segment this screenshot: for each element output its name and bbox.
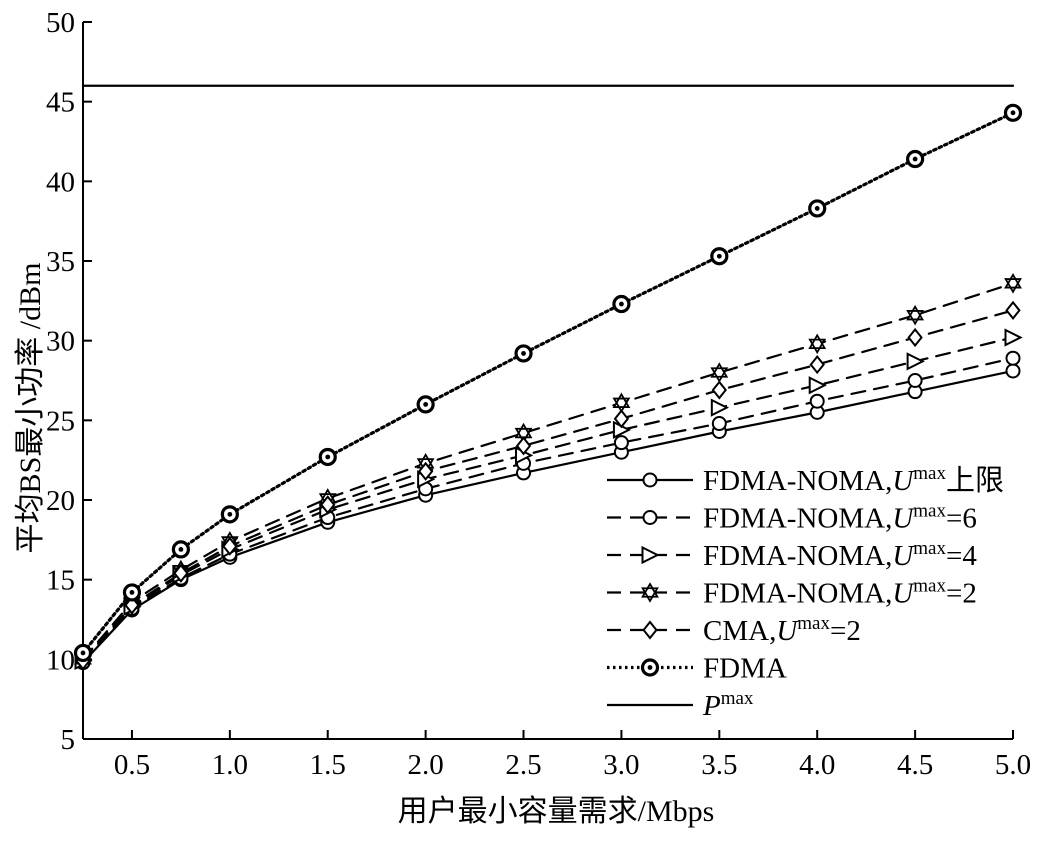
legend-label: FDMA-NOMA,Umax=6 bbox=[703, 501, 977, 535]
legend-item: FDMA bbox=[607, 653, 787, 685]
y-tick-label: 15 bbox=[46, 565, 75, 597]
x-tick-label: 4.0 bbox=[799, 749, 835, 781]
data-point bbox=[1005, 300, 1021, 320]
y-tick-label: 40 bbox=[46, 166, 75, 198]
legend-marker bbox=[640, 658, 660, 677]
y-tick-label: 30 bbox=[46, 326, 75, 358]
y-tick-label: 5 bbox=[61, 724, 76, 756]
legend-label: FDMA-NOMA,Umax上限 bbox=[703, 463, 1004, 497]
data-point bbox=[809, 354, 825, 375]
data-point bbox=[711, 380, 727, 400]
x-axis-label: 用户最小容量需求/Mbps bbox=[398, 795, 715, 828]
data-point bbox=[808, 376, 827, 395]
data-point bbox=[906, 304, 925, 326]
data-point bbox=[907, 373, 923, 388]
data-point bbox=[809, 393, 825, 409]
data-point bbox=[907, 327, 923, 348]
data-point bbox=[710, 398, 730, 417]
x-tick-label: 2.0 bbox=[408, 749, 444, 781]
y-tick-label: 50 bbox=[46, 7, 75, 39]
data-point bbox=[122, 583, 142, 602]
data-point bbox=[1005, 350, 1021, 366]
data-point bbox=[808, 333, 827, 355]
x-tick-label: 2.5 bbox=[505, 749, 541, 781]
legend-marker bbox=[642, 620, 658, 640]
data-point bbox=[320, 495, 336, 515]
legend-marker bbox=[642, 510, 658, 525]
y-tick-label: 25 bbox=[46, 405, 75, 437]
data-point bbox=[906, 149, 925, 169]
data-point bbox=[171, 540, 190, 559]
series-line bbox=[81, 369, 1015, 664]
legend-item: Pmax bbox=[607, 688, 754, 722]
legend-item: FDMA-NOMA,Umax=4 bbox=[607, 538, 977, 572]
legend-item: CMA,Umax=2 bbox=[607, 613, 861, 647]
series-line bbox=[81, 282, 1015, 661]
data-point bbox=[613, 409, 630, 429]
data-point bbox=[515, 436, 532, 456]
data-point bbox=[514, 344, 533, 363]
legend-item: FDMA-NOMA,Umax=2 bbox=[607, 576, 977, 610]
series-2 bbox=[74, 328, 1023, 671]
legend-marker bbox=[641, 582, 659, 603]
y-tick-label: 45 bbox=[46, 87, 75, 119]
data-point bbox=[222, 536, 238, 556]
x-tick-label: 3.0 bbox=[603, 749, 639, 781]
legend-item: FDMA-NOMA,Umax上限 bbox=[607, 463, 1004, 497]
data-point bbox=[1004, 328, 1023, 347]
x-tick-label: 4.5 bbox=[897, 749, 933, 781]
legend-label: FDMA-NOMA,Umax=2 bbox=[703, 576, 977, 610]
data-point bbox=[220, 505, 239, 524]
data-point bbox=[124, 595, 140, 615]
y-tick-label: 10 bbox=[46, 644, 75, 676]
data-point bbox=[1003, 103, 1023, 122]
series-layer bbox=[73, 84, 1023, 671]
data-point bbox=[906, 352, 925, 371]
legend-marker bbox=[642, 472, 658, 488]
x-tick-label: 0.5 bbox=[114, 749, 150, 781]
data-point bbox=[613, 435, 629, 451]
data-point bbox=[416, 395, 435, 414]
series-4 bbox=[75, 300, 1021, 671]
legend-item: FDMA-NOMA,Umax=6 bbox=[607, 501, 977, 535]
series-line bbox=[81, 309, 1015, 663]
data-point bbox=[612, 294, 631, 314]
legend-label: FDMA-NOMA,Umax=4 bbox=[703, 538, 977, 572]
data-point bbox=[710, 362, 729, 383]
data-point bbox=[710, 247, 729, 266]
series-line bbox=[81, 336, 1015, 663]
x-tick-label: 5.0 bbox=[995, 749, 1031, 781]
legend-marker bbox=[641, 545, 660, 565]
x-tick-label: 3.5 bbox=[701, 749, 737, 781]
data-point bbox=[73, 643, 93, 663]
data-point bbox=[1004, 273, 1022, 294]
data-point bbox=[417, 461, 434, 481]
series-5 bbox=[73, 103, 1023, 663]
y-tick-label: 35 bbox=[46, 246, 75, 278]
data-point bbox=[711, 416, 727, 432]
data-point bbox=[808, 199, 827, 218]
axes: 5 10 15 20 25 30 35 40 45 50 0.5 1.0 1.5 2.0 2.5 3.0 3.5… bbox=[46, 7, 1031, 781]
y-axis-label: 平均BS最小功率 /dBm bbox=[14, 263, 47, 554]
data-point bbox=[173, 563, 189, 583]
legend-label: FDMA bbox=[703, 653, 787, 685]
legend: FDMA-NOMA,Umax上限FDMA-NOMA,Umax=6FDMA-NOM… bbox=[607, 463, 1004, 722]
y-tick-label: 20 bbox=[46, 485, 75, 517]
x-tick-label: 1.0 bbox=[212, 749, 248, 781]
data-point bbox=[318, 447, 337, 467]
legend-label: CMA,Umax=2 bbox=[703, 613, 861, 647]
series-line bbox=[81, 111, 1015, 655]
x-tick-label: 1.5 bbox=[310, 749, 346, 781]
data-point bbox=[612, 392, 631, 414]
legend-label: Pmax bbox=[702, 688, 754, 722]
data-point bbox=[1005, 363, 1021, 379]
